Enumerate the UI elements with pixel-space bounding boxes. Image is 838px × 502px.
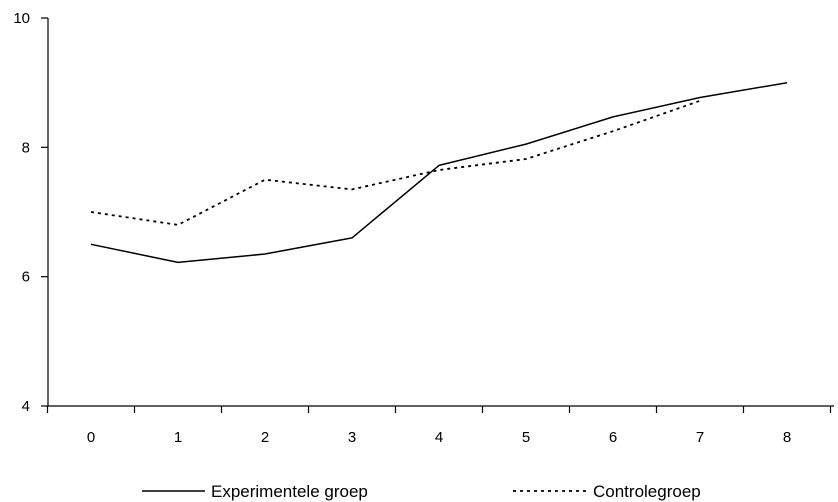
y-tick-label: 8 <box>22 139 30 156</box>
x-tick-label: 7 <box>696 429 704 446</box>
legend-label-2: Controlegroep <box>593 482 701 501</box>
x-tick-label: 2 <box>261 429 269 446</box>
x-tick-label: 4 <box>435 429 443 446</box>
x-tick-label: 3 <box>348 429 356 446</box>
x-tick-label: 1 <box>174 429 182 446</box>
legend: Experimentele groep Controlegroep <box>142 482 701 501</box>
x-tick-label: 6 <box>609 429 617 446</box>
legend-label-1: Experimentele groep <box>211 482 368 501</box>
series-line-1 <box>90 81 788 264</box>
y-tick-label: 4 <box>22 398 30 415</box>
x-tick-label: 5 <box>522 429 530 446</box>
y-tick-label: 6 <box>22 269 30 286</box>
x-tick-label: 8 <box>783 429 791 446</box>
y-tick-label: 10 <box>13 10 30 27</box>
series-lines <box>90 81 788 264</box>
series-line-2 <box>90 99 701 226</box>
x-tick-label: 0 <box>87 429 95 446</box>
axes: 4 6 8 10 0 1 2 3 4 5 6 7 8 <box>13 10 834 446</box>
